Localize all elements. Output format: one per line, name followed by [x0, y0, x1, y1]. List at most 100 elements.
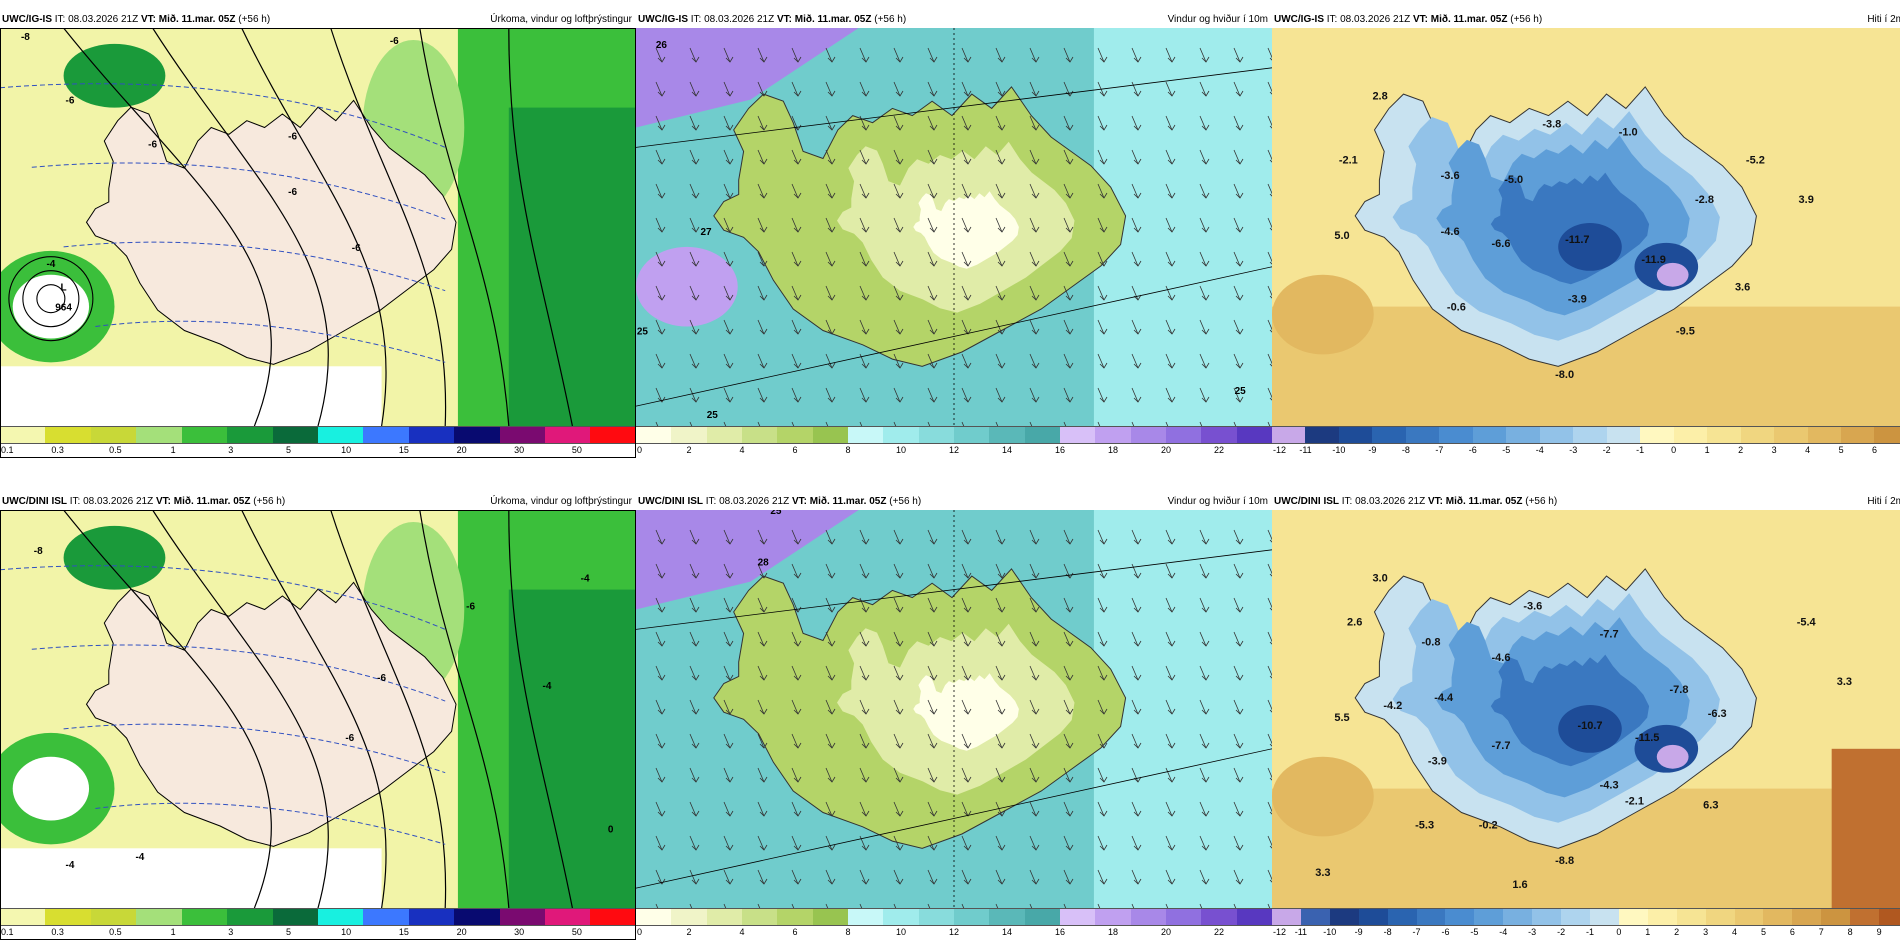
colorbar-swatch — [181, 909, 228, 925]
colorbar-tick-label: 0.3 — [51, 445, 64, 455]
map-value-label: -4.4 — [1434, 692, 1454, 704]
colorbar-swatch — [847, 427, 884, 443]
map-value-label: -8.0 — [1555, 369, 1574, 381]
forecast-panel-temp: UWC/DINI ISL IT: 08.03.2026 21Z VT: Mið.… — [1272, 494, 1900, 940]
colorbar-tick-label: 10 — [895, 927, 907, 937]
colorbar-swatch — [545, 427, 591, 443]
map-value-label: 27 — [700, 227, 712, 238]
map-value-label: 6.3 — [1703, 800, 1718, 812]
map-value-label: 3.3 — [1837, 676, 1852, 688]
colorbar-swatch — [953, 909, 990, 925]
colorbar-tick-label: 30 — [514, 927, 525, 937]
map-area-wind[interactable]: 26 27 25 25 25 — [636, 28, 1272, 426]
colorbar-tick-label: 6 — [1789, 927, 1795, 937]
colorbar-swatch — [1573, 427, 1607, 443]
colorbar-swatch — [883, 427, 919, 443]
map-value-label: -8.8 — [1555, 855, 1574, 867]
colorbar-tick-label: 2 — [686, 927, 692, 937]
map-value-label: -11.5 — [1635, 732, 1659, 744]
map-area-wind[interactable]: 25 28 — [636, 510, 1272, 908]
map-value-label: 25 — [1235, 386, 1247, 397]
map-value-label: 2.6 — [1347, 616, 1362, 628]
map-canvas: 25 28 — [636, 510, 1272, 908]
init-time: IT: 08.03.2026 21Z — [1341, 496, 1426, 507]
map-area-temp[interactable]: 3.0 2.6 -0.8 -3.6 -4.6 -7.7 -5.4 3.3 5.5 -4.2 -4.4… — [1272, 510, 1900, 908]
colorbar-tick-label: -12 — [1273, 927, 1287, 937]
colorbar-tick-label: -9 — [1354, 927, 1363, 937]
panel-title: Úrkoma, vindur og loftþrýstingur — [490, 14, 632, 25]
colorbar-swatch — [408, 427, 455, 443]
colorbar-swatch — [918, 909, 954, 925]
map-value-label: -4.3 — [1600, 780, 1619, 792]
colorbar-swatch — [1416, 909, 1446, 925]
map-value-label: -7.7 — [1492, 740, 1511, 752]
colorbar-swatch — [989, 909, 1025, 925]
colorbar-tick-label: -5 — [1470, 927, 1479, 937]
colorbar-tick-label: 20 — [456, 927, 467, 937]
colorbar-swatch — [136, 909, 182, 925]
colorbar-swatch — [1705, 909, 1735, 925]
map-value-label: -0.6 — [1447, 302, 1466, 314]
colorbar-swatch — [1539, 427, 1574, 443]
colorbar-tick-label: -12 — [1273, 445, 1287, 455]
colorbar-swatch — [741, 909, 778, 925]
colorbar-tick-label: 20 — [1160, 927, 1172, 937]
init-time: IT: 08.03.2026 21Z — [1326, 14, 1411, 25]
colorbar-swatch — [227, 427, 273, 443]
colorbar-swatch — [953, 427, 990, 443]
map-value-label: -4.6 — [1441, 226, 1460, 238]
colorbar-swatch — [1640, 427, 1674, 443]
map-value-label: -3.9 — [1428, 756, 1447, 768]
map-canvas: 2.8 -2.1 -3.6 -5.0 -3.8 -1.0 -5.2 -2.8 3.9 5.0 -4.… — [1272, 28, 1900, 426]
panel-header: UWC/DINI ISL IT: 08.03.2026 21Z VT: Mið.… — [1272, 494, 1900, 510]
colorbar-swatch — [1095, 909, 1131, 925]
colorbar-swatch — [706, 427, 742, 443]
model-name: UWC/IG-IS — [638, 14, 688, 25]
map-value-label: 26 — [656, 40, 668, 51]
map-canvas: 3.0 2.6 -0.8 -3.6 -4.6 -7.7 -5.4 3.3 5.5 -4.2 -4.4… — [1272, 510, 1900, 908]
colorbar-swatch — [1372, 427, 1406, 443]
colorbar-swatch — [590, 909, 636, 925]
colorbar-tick-label: -3 — [1528, 927, 1537, 937]
panel-title: Vindur og hviður í 10m — [1167, 14, 1268, 25]
map-area-precip[interactable]: -8 -6 -6 -6 -6 -6 -6 -4 L 964 — [0, 28, 636, 426]
colorbar-swatch — [0, 427, 46, 443]
map-value-label: -3.6 — [1441, 170, 1460, 182]
colorbar-tick-label: 16 — [1054, 927, 1066, 937]
panel-header-info: UWC/IG-IS IT: 08.03.2026 21Z VT: Mið. 11… — [1274, 12, 1542, 28]
map-value-label: 5.5 — [1334, 712, 1349, 724]
colorbar-tick-label: 22 — [1213, 445, 1225, 455]
map-value-label: -4 — [581, 574, 590, 585]
map-area-precip[interactable]: -8 -4 -6 -6 -6 -4 -4 -4 0 — [0, 510, 636, 908]
colorbar-tick-label: 22 — [1213, 927, 1225, 937]
colorbar-tick-label: 15 — [398, 445, 409, 455]
colorbar-tick-label: -6 — [1441, 927, 1450, 937]
colorbar-swatches — [1272, 908, 1900, 926]
map-value-label: 28 — [758, 558, 770, 569]
colorbar-swatch — [883, 909, 919, 925]
colorbar-swatch — [1405, 427, 1440, 443]
colorbar: -12 -11 -10 -9 -8 -7 -6 -5 -4 -3 -2 -1 0 1 2 3 4 5 6 7 8 9 — [1272, 908, 1900, 938]
init-time: IT: 08.03.2026 21Z — [705, 496, 790, 507]
panel-header-info: UWC/DINI ISL IT: 08.03.2026 21Z VT: Mið.… — [638, 494, 921, 510]
colorbar-tick-label: -9 — [1368, 445, 1377, 455]
colorbar-swatches — [636, 908, 1272, 926]
colorbar: 0.1 0.3 0.5 1 3 5 10 15 20 30 50 — [0, 908, 636, 938]
colorbar-swatch — [1676, 909, 1706, 925]
colorbar-swatch — [1472, 427, 1507, 443]
map-area-temp[interactable]: 2.8 -2.1 -3.6 -5.0 -3.8 -1.0 -5.2 -2.8 3.9 5.0 -4.… — [1272, 28, 1900, 426]
lead-time: (+56 h) — [253, 496, 286, 507]
colorbar-tick-label: -10 — [1323, 927, 1337, 937]
colorbar-tick-label: 12 — [948, 927, 960, 937]
colorbar-swatch — [1792, 909, 1822, 925]
forecast-panel-temp: UWC/IG-IS IT: 08.03.2026 21Z VT: Mið. 11… — [1272, 12, 1900, 458]
colorbar-swatch — [1236, 427, 1272, 443]
map-value-label: 3.0 — [1372, 573, 1387, 585]
colorbar-swatch — [1707, 427, 1741, 443]
colorbar-swatch — [1618, 909, 1648, 925]
colorbar-swatches — [0, 426, 636, 444]
colorbar-ticks: 0.1 0.3 0.5 1 3 5 10 15 20 30 50 — [0, 444, 636, 456]
valid-time: VT: Mið. 11.mar. 05Z — [155, 496, 251, 507]
colorbar-tick-label: 6 — [792, 927, 798, 937]
colorbar-swatch — [1130, 427, 1166, 443]
